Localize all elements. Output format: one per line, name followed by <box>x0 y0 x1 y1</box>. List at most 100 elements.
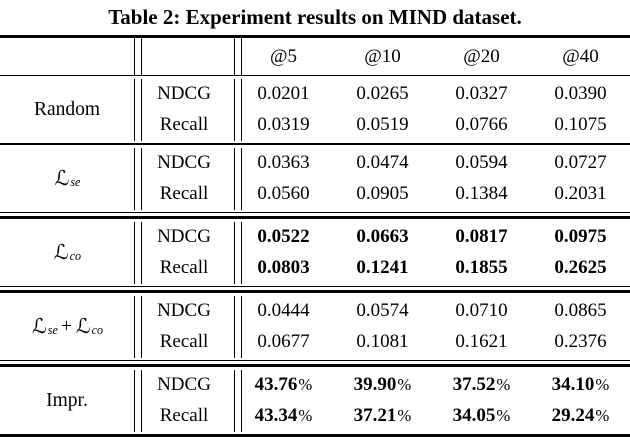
section-rule-double <box>0 360 630 367</box>
section-rule <box>0 143 630 145</box>
value-cell: 37.52% <box>432 370 531 401</box>
percent-sign: % <box>397 406 412 425</box>
impr-number: 43.34 <box>254 405 298 426</box>
value-cell: 0.2376 <box>554 331 607 352</box>
value-cell: 0.0522 <box>234 221 333 253</box>
top-rule <box>0 35 630 38</box>
method-subscript: se <box>70 175 81 190</box>
value-cell: 34.05% <box>432 401 531 432</box>
percent-sign: % <box>397 375 412 394</box>
script-L: ℒ <box>32 316 47 338</box>
section-rule-double <box>0 286 630 293</box>
method-subscript: co <box>69 249 82 264</box>
metric-label: Recall <box>134 178 234 210</box>
value-cell: 0.0594 <box>455 152 508 173</box>
value-cell: 0.1855 <box>455 257 508 278</box>
value-cell: 0.0710 <box>455 300 508 321</box>
impr-number: 34.10 <box>551 374 595 395</box>
impr-number: 37.52 <box>452 374 496 395</box>
metric-label: NDCG <box>134 147 234 179</box>
percent-sign: % <box>298 375 313 394</box>
column-header-at20: @20 <box>463 45 500 67</box>
script-L: ℒ <box>75 316 91 338</box>
method-label-random: Random <box>33 98 101 120</box>
impr-number: 39.90 <box>353 374 397 395</box>
value-cell: 0.0803 <box>234 252 333 284</box>
script-L: ℒ <box>53 242 69 264</box>
value-cell: 0.0265 <box>356 83 409 104</box>
section-rule-double <box>0 212 630 219</box>
value-cell: 0.0975 <box>554 226 607 247</box>
metric-label: NDCG <box>134 221 234 253</box>
metric-label: Recall <box>134 252 234 284</box>
value-cell: 0.1081 <box>356 331 409 352</box>
value-cell: 0.0444 <box>234 295 333 327</box>
value-cell: 0.1621 <box>455 331 508 352</box>
value-cell: 0.0905 <box>356 183 409 204</box>
percent-sign: % <box>496 406 511 425</box>
metric-label: NDCG <box>134 369 234 401</box>
script-L: ℒ <box>54 168 70 190</box>
section-improvement: Impr. NDCG 43.76% 39.90% 37.52% 34.10% R… <box>0 367 630 434</box>
value-cell: 0.1075 <box>554 114 607 135</box>
value-cell: 0.0327 <box>455 83 508 104</box>
metric-label: Recall <box>134 109 234 141</box>
value-cell: 43.34% <box>234 400 333 432</box>
header-method-spacer <box>0 38 134 75</box>
header-metric-spacer <box>134 38 234 75</box>
metric-label: NDCG <box>134 295 234 327</box>
section-random: Random NDCG 0.0201 0.0265 0.0327 0.0390 … <box>0 76 630 143</box>
value-cell: 0.0560 <box>234 178 333 210</box>
value-cell: 0.1241 <box>356 257 409 278</box>
column-header-at5: @5 <box>234 38 333 75</box>
bottom-rule <box>0 434 630 437</box>
percent-sign: % <box>496 375 511 394</box>
value-cell: 0.0766 <box>455 114 508 135</box>
value-cell: 0.0319 <box>234 109 333 141</box>
value-cell: 39.90% <box>333 370 432 401</box>
value-cell: 0.0865 <box>554 300 607 321</box>
impr-number: 37.21 <box>353 405 397 426</box>
value-cell: 0.0574 <box>356 300 409 321</box>
value-cell: 0.0474 <box>356 152 409 173</box>
method-subscript: co <box>91 323 103 338</box>
percent-sign: % <box>595 375 610 394</box>
percent-sign: % <box>298 406 313 425</box>
value-cell: 0.0390 <box>554 83 607 104</box>
method-subscript: se <box>47 323 58 338</box>
value-cell: 0.0201 <box>234 78 333 110</box>
value-cell: 37.21% <box>333 401 432 432</box>
method-label-impr: Impr. <box>46 389 88 411</box>
value-cell: 0.0817 <box>455 226 508 247</box>
value-cell: 0.2625 <box>554 257 607 278</box>
impr-number: 29.24 <box>551 405 595 426</box>
value-cell: 43.76% <box>234 369 333 401</box>
column-header-at10: @10 <box>364 45 401 67</box>
impr-number: 34.05 <box>452 405 496 426</box>
value-cell: 0.0727 <box>554 152 607 173</box>
value-cell: 0.1384 <box>455 183 508 204</box>
value-cell: 0.0663 <box>356 226 409 247</box>
value-cell: 0.2031 <box>554 183 607 204</box>
value-cell: 29.24% <box>531 401 630 432</box>
header-row: @5 @10 @20 @40 <box>0 38 630 75</box>
percent-sign: % <box>595 406 610 425</box>
value-cell: 0.0519 <box>356 114 409 135</box>
table-caption: Table 2: Experiment results on MIND data… <box>108 5 522 29</box>
metric-label: Recall <box>134 326 234 358</box>
column-header-at40: @40 <box>562 45 599 67</box>
plus-sign: + <box>60 315 72 337</box>
value-cell: 0.0677 <box>234 326 333 358</box>
value-cell: 34.10% <box>531 370 630 401</box>
metric-label: Recall <box>134 400 234 432</box>
header-rule <box>0 75 630 76</box>
metric-label: NDCG <box>134 78 234 110</box>
impr-number: 43.76 <box>254 374 298 395</box>
